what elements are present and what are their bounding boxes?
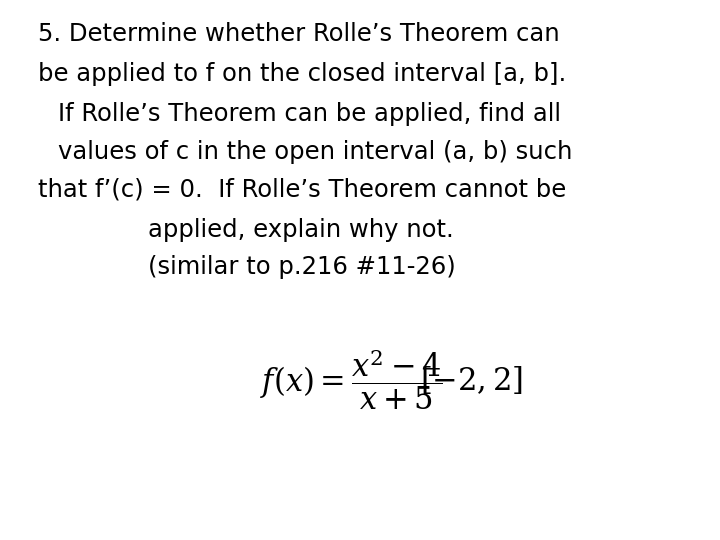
Text: that f’(c) = 0.  If Rolle’s Theorem cannot be: that f’(c) = 0. If Rolle’s Theorem canno… <box>38 178 566 202</box>
Text: $[-2,2]$: $[-2,2]$ <box>420 364 523 396</box>
Text: 5. Determine whether Rolle’s Theorem can: 5. Determine whether Rolle’s Theorem can <box>38 22 559 46</box>
Text: be applied to f on the closed interval [a, b].: be applied to f on the closed interval [… <box>38 62 566 86</box>
Text: (similar to p.216 #11-26): (similar to p.216 #11-26) <box>148 255 456 279</box>
Text: If Rolle’s Theorem can be applied, find all: If Rolle’s Theorem can be applied, find … <box>58 102 561 126</box>
Text: $f(x)=\dfrac{x^2-4}{x+5}$: $f(x)=\dfrac{x^2-4}{x+5}$ <box>260 348 443 412</box>
Text: applied, explain why not.: applied, explain why not. <box>148 218 454 242</box>
Text: values of c in the open interval (a, b) such: values of c in the open interval (a, b) … <box>58 140 572 164</box>
